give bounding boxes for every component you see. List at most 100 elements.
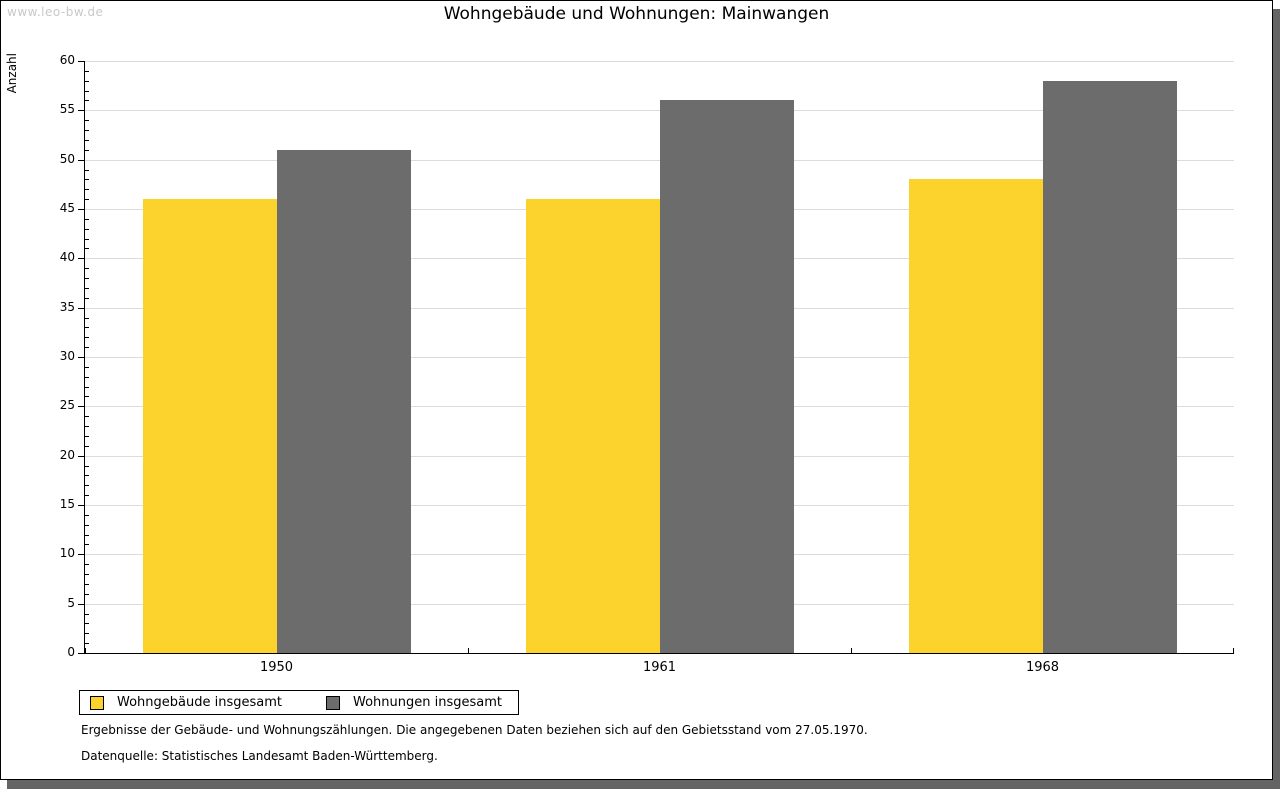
y-axis-minor-tick <box>85 524 89 526</box>
y-axis-minor-tick <box>85 238 89 240</box>
y-axis-major-tick <box>78 159 84 161</box>
y-axis-label-text: Anzahl <box>5 53 19 94</box>
y-axis-minor-tick <box>85 386 89 388</box>
y-axis-minor-tick <box>85 426 89 428</box>
y-axis-minor-tick <box>85 416 89 418</box>
footnote-line-2: Datenquelle: Statistisches Landesamt Bad… <box>81 749 438 763</box>
y-axis-major-tick <box>78 505 84 506</box>
y-axis-minor-tick <box>85 366 89 368</box>
y-axis-minor-tick <box>85 485 89 487</box>
y-axis-minor-tick <box>85 643 89 645</box>
y-axis-minor-tick <box>85 593 89 595</box>
bar-1968-wohnungen <box>1042 80 1177 653</box>
y-axis-minor-tick <box>85 70 89 72</box>
y-axis-minor-tick <box>85 564 89 566</box>
y-axis-minor-tick <box>85 120 89 122</box>
footnote-line-1: Ergebnisse der Gebäude- und Wohnungszähl… <box>81 723 868 737</box>
y-axis-label: Anzahl <box>5 49 19 111</box>
legend-swatch-gray <box>326 695 340 710</box>
y-axis-minor-tick <box>85 169 89 171</box>
y-axis-minor-tick <box>85 228 89 230</box>
y-axis-tick-label: 15 <box>59 497 75 511</box>
legend-item-wohngebaeude: Wohngebäude insgesamt <box>90 695 282 710</box>
y-axis-minor-tick <box>85 495 89 497</box>
y-axis-minor-tick <box>85 544 89 546</box>
y-axis-minor-tick <box>85 396 89 398</box>
y-axis-tick-label: 60 <box>59 53 75 67</box>
y-axis-tick-label: 40 <box>59 250 75 265</box>
y-axis-minor-tick <box>85 297 89 299</box>
x-axis-tick <box>85 648 86 653</box>
y-axis-minor-tick <box>85 475 89 477</box>
y-axis-minor-tick <box>85 583 89 585</box>
y-axis-tick-label: 0 <box>67 645 75 659</box>
y-axis-tick-label: 45 <box>59 201 75 215</box>
y-axis-tick-label: 55 <box>59 102 75 117</box>
bar-1961-wohngebaeude <box>525 199 660 653</box>
x-axis-tick <box>1233 648 1234 653</box>
legend-label: Wohngebäude insgesamt <box>117 695 282 710</box>
y-axis-tick-label: 35 <box>59 299 75 314</box>
y-axis-major-tick <box>78 406 84 408</box>
plot-area: 0 5 10 15 20 25 30 35 40 45 50 55 60 1950 1961 1968 <box>60 54 1234 675</box>
y-axis-major-tick <box>78 653 84 654</box>
y-axis-minor-tick <box>85 189 89 191</box>
y-axis-tick-label: 30 <box>59 349 75 363</box>
y-axis-minor-tick <box>85 139 89 141</box>
y-axis-major-tick <box>78 357 84 358</box>
y-axis-minor-tick <box>85 149 89 151</box>
bar-1950-wohnungen <box>276 149 411 653</box>
x-axis-category-label: 1961 <box>642 660 677 675</box>
bar-1968-wohngebaeude <box>908 179 1043 653</box>
y-axis-minor-tick <box>85 613 89 615</box>
y-axis-major-tick <box>78 554 84 556</box>
y-axis-minor-tick <box>85 100 89 102</box>
y-axis-major-tick <box>78 603 84 605</box>
y-axis-minor-tick <box>85 287 89 289</box>
y-axis-minor-tick <box>85 90 89 92</box>
y-axis-minor-tick <box>85 80 89 82</box>
bar-1950-wohngebaeude <box>142 199 277 653</box>
x-axis-tick <box>467 648 469 653</box>
y-axis-minor-tick <box>85 337 89 339</box>
watermark: www.leo-bw.de <box>7 5 104 19</box>
legend: Wohngebäude insgesamt Wohnungen insgesam… <box>79 690 519 715</box>
y-axis-minor-tick <box>85 327 89 329</box>
y-axis-minor-tick <box>85 514 89 516</box>
x-axis-category-label: 1968 <box>1025 660 1060 675</box>
y-axis-minor-tick <box>85 268 89 270</box>
y-axis-major-tick <box>78 258 84 260</box>
y-axis-minor-tick <box>85 445 89 447</box>
y-axis-minor-tick <box>85 278 89 280</box>
legend-swatch-yellow <box>90 695 104 710</box>
y-axis-tick-label: 5 <box>67 595 75 610</box>
y-axis-tick-label: 50 <box>59 151 75 166</box>
y-axis-minor-tick <box>85 623 89 625</box>
y-axis-minor-tick <box>85 248 89 250</box>
y-axis-minor-tick <box>85 199 89 201</box>
y-axis-minor-tick <box>85 376 89 378</box>
y-axis-tick-label: 10 <box>59 546 75 561</box>
y-axis-major-tick <box>78 110 84 112</box>
gridline <box>85 61 1234 62</box>
y-axis-tick-label: 20 <box>59 447 75 462</box>
y-axis-major-tick <box>78 307 84 309</box>
y-axis-minor-tick <box>85 218 89 220</box>
y-axis-minor-tick <box>85 633 89 635</box>
y-axis-minor-tick <box>85 317 89 319</box>
y-axis-minor-tick <box>85 130 89 132</box>
y-axis-major-tick <box>78 209 84 210</box>
chart-title: Wohngebäude und Wohnungen: Mainwangen <box>443 4 830 24</box>
y-axis-tick-label: 25 <box>59 398 75 413</box>
y-axis-minor-tick <box>85 465 89 467</box>
y-axis-minor-tick <box>85 574 89 576</box>
bar-1961-wohnungen <box>659 100 794 653</box>
y-axis-minor-tick <box>85 347 89 349</box>
y-axis-minor-tick <box>85 435 89 437</box>
y-axis-minor-tick <box>85 179 89 181</box>
legend-item-wohnungen: Wohnungen insgesamt <box>326 695 502 710</box>
y-axis-major-tick <box>78 455 84 457</box>
legend-label: Wohnungen insgesamt <box>353 695 502 710</box>
x-axis-tick <box>850 648 852 653</box>
